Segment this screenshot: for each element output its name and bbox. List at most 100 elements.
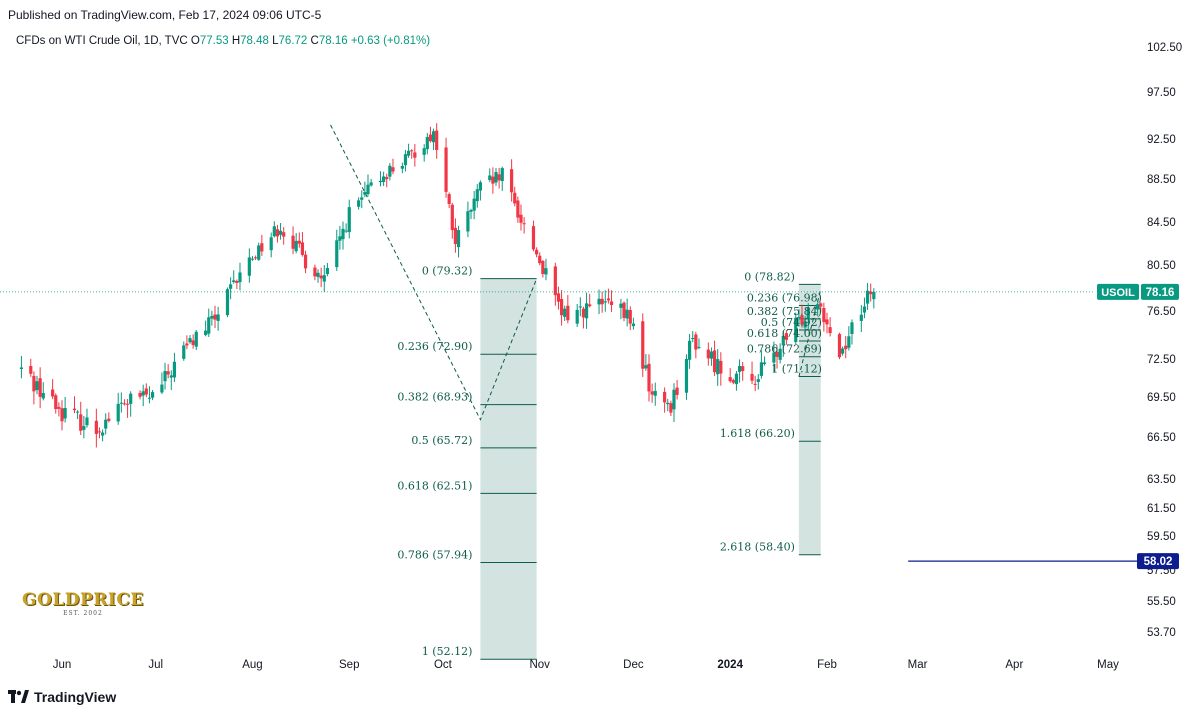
- candle-body: [847, 336, 851, 348]
- candle: [191, 334, 195, 349]
- candle: [544, 258, 548, 281]
- candle-body: [619, 303, 623, 308]
- candle-body: [672, 389, 676, 410]
- candle: [688, 334, 692, 369]
- candle-body: [456, 230, 461, 248]
- low-label: L: [272, 35, 279, 47]
- candle-body: [344, 230, 348, 232]
- candle: [400, 162, 404, 174]
- price-tags: USOIL 78.16 58.02: [1097, 283, 1179, 570]
- candle-body: [232, 280, 236, 283]
- candle-body: [163, 371, 167, 382]
- candle: [675, 380, 679, 400]
- candle: [210, 310, 214, 326]
- candle: [475, 184, 479, 208]
- fib2-level-label: 0.5 (74.92): [761, 316, 822, 329]
- candle-body: [185, 343, 189, 346]
- candle: [672, 383, 676, 423]
- candle-body: [382, 176, 386, 182]
- fib1-level-label: 0.618 (62.51): [397, 479, 472, 492]
- candle-body: [213, 314, 217, 320]
- axes: 102.50 97.50 92.50 88.50 84.50 80.50 76.50 72.5…: [53, 42, 1182, 671]
- candle: [300, 232, 305, 257]
- candle: [94, 408, 98, 448]
- candle: [141, 384, 145, 407]
- candle: [272, 221, 276, 238]
- candle-body: [850, 322, 854, 334]
- candle: [291, 226, 295, 255]
- candle: [238, 262, 242, 291]
- candle-body: [431, 131, 436, 143]
- fib2-level-label: 0 (78.82): [744, 270, 795, 283]
- candle: [684, 354, 689, 400]
- fib-zones: [480, 278, 821, 660]
- candle-body: [360, 197, 364, 200]
- candle-body: [166, 371, 170, 375]
- candle-body: [191, 340, 195, 345]
- candle: [803, 315, 807, 335]
- candle: [225, 287, 230, 318]
- candle-body: [247, 257, 251, 276]
- candle: [235, 279, 239, 289]
- candle-body: [172, 361, 177, 378]
- y-tick-label: 84.50: [1147, 217, 1176, 229]
- candle-body: [319, 275, 323, 279]
- x-tick-label: Feb: [817, 659, 837, 671]
- symbol-legend[interactable]: CFDs on WTI Crude Oil, 1D, TVC O77.53 H7…: [16, 35, 430, 47]
- candle: [750, 361, 754, 385]
- candle: [163, 362, 167, 390]
- candle: [213, 305, 217, 329]
- candle-body: [403, 154, 408, 166]
- candle: [388, 162, 392, 181]
- candle-body: [653, 390, 657, 396]
- candle-body: [54, 395, 58, 410]
- candle-body: [413, 152, 417, 158]
- fib1-level-label: 0.786 (57.94): [397, 549, 472, 562]
- candle: [119, 392, 123, 413]
- candle: [872, 288, 876, 309]
- candle-body: [600, 298, 604, 305]
- candle: [563, 305, 567, 321]
- candle-body: [737, 365, 742, 372]
- candle-body: [216, 314, 220, 321]
- candle-body: [475, 189, 479, 202]
- candle: [756, 374, 760, 390]
- candle-body: [444, 147, 448, 192]
- candle: [822, 302, 826, 332]
- candle: [382, 171, 386, 187]
- candle-body: [38, 378, 42, 397]
- candle: [647, 354, 651, 402]
- candle: [491, 167, 495, 194]
- candle-body: [104, 419, 108, 429]
- candle-body: [325, 268, 330, 275]
- candle: [85, 408, 89, 428]
- y-tick-label: 92.50: [1147, 134, 1176, 146]
- candle: [731, 378, 735, 385]
- high-value: 78.48: [240, 35, 269, 47]
- candle: [253, 255, 258, 261]
- candle: [737, 359, 742, 383]
- candle: [160, 372, 164, 395]
- candle-body: [369, 182, 373, 186]
- candle-body: [72, 408, 77, 411]
- candle: [138, 390, 142, 400]
- candle: [806, 303, 810, 331]
- tradingview-footer[interactable]: TradingView: [8, 688, 116, 706]
- candle: [519, 204, 523, 231]
- candle: [347, 199, 351, 239]
- candle-body: [316, 272, 320, 277]
- candle-body: [510, 169, 514, 193]
- candle-body: [82, 426, 86, 430]
- candle: [706, 342, 710, 366]
- x-tick-label: Aug: [242, 659, 262, 671]
- candle: [556, 286, 561, 310]
- candle: [360, 190, 364, 209]
- candle: [694, 331, 698, 359]
- candle: [850, 319, 854, 345]
- candle-body: [32, 375, 36, 392]
- candle-body: [553, 266, 557, 296]
- candle: [469, 208, 473, 220]
- candle-body: [147, 397, 152, 399]
- fib1-zone: [480, 278, 537, 660]
